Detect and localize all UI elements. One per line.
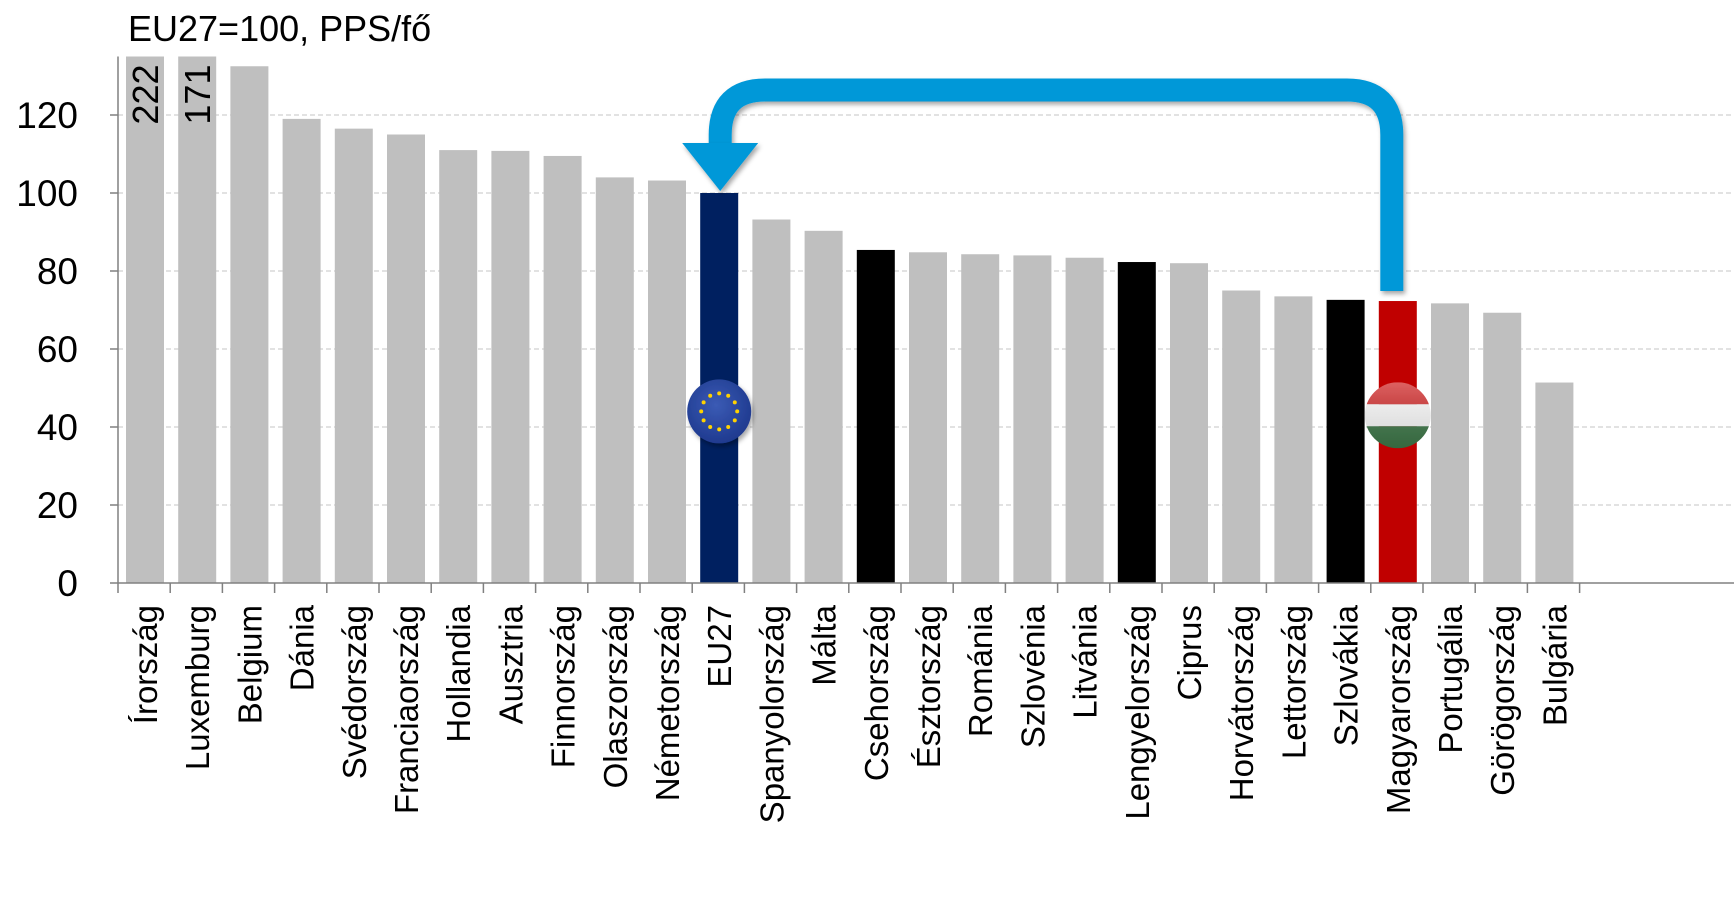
bar-lengyelorszag <box>1117 262 1156 583</box>
x-tick-label-csehorszag: Csehország <box>858 605 895 781</box>
bars <box>126 56 1574 584</box>
bar-malta <box>804 230 843 583</box>
y-tick-label: 100 <box>16 173 78 214</box>
x-tick-label-horvatorszag: Horvátország <box>1223 605 1260 801</box>
x-tick-label-eu27: EU27 <box>701 605 738 688</box>
y-tick-label: 120 <box>16 95 78 136</box>
x-tick-label-hollandia: Hollandia <box>440 604 477 742</box>
x-tick-label-romania: Románia <box>962 604 999 737</box>
hungary-flag-icon <box>1364 382 1431 449</box>
y-tick-label: 20 <box>37 485 78 526</box>
x-tick-label-gorogorszag: Görögország <box>1484 605 1521 796</box>
bar-olaszorszag <box>595 177 634 583</box>
x-tick-label-dania: Dánia <box>284 604 321 691</box>
arrow-head <box>682 143 759 191</box>
bar-ausztria <box>491 150 530 583</box>
x-tick-label-magyarorszag: Magyarország <box>1380 605 1417 814</box>
y-tick-label: 80 <box>37 251 78 292</box>
y-tick-label: 60 <box>37 329 78 370</box>
x-tick-label-franciaorszag: Franciaország <box>388 605 425 814</box>
y-tick-label: 40 <box>37 407 78 448</box>
bar-szlovakia <box>1326 299 1365 583</box>
bar-luxemburg <box>178 56 217 583</box>
x-tick-label-portugalia: Portugália <box>1432 604 1469 753</box>
x-tick-label-malta: Málta <box>806 604 843 685</box>
bar-franciaorszag <box>387 134 425 583</box>
bar-hollandia <box>439 150 478 583</box>
x-tick-label-ciprus: Ciprus <box>1171 605 1208 700</box>
unit-label: EU27=100, PPS/fő <box>128 8 432 49</box>
x-tick-label-ausztria: Ausztria <box>492 604 529 724</box>
bar-csehorszag <box>856 249 895 583</box>
x-tick-label-finnorszag: Finnország <box>545 605 582 768</box>
bar-bulgaria <box>1535 382 1574 583</box>
axes <box>110 56 1734 593</box>
curved-arrow-icon <box>682 78 1404 292</box>
bar-value-labels: 222 171 <box>125 65 218 125</box>
flag-badges <box>687 379 1431 449</box>
x-tick-label-irorszag: Írország <box>127 605 164 724</box>
bar-dania <box>282 118 321 584</box>
x-tick-label-olaszorszag: Olaszország <box>597 605 634 788</box>
bar-nemetorszag <box>648 180 686 583</box>
x-tick-labels: Írország Luxemburg Belgium Dánia Svédország F… <box>127 604 1573 823</box>
x-tick-label-lettorszag: Lettország <box>1275 605 1312 759</box>
bar-litvania <box>1065 257 1104 583</box>
bar-belgium <box>230 66 269 583</box>
bar-value-label: 222 <box>125 65 166 125</box>
eu-flag-icon <box>687 379 752 444</box>
x-tick-label-bulgaria: Bulgária <box>1536 604 1573 726</box>
bar-finnorszag <box>543 155 582 583</box>
bar-lettorszag <box>1274 296 1313 583</box>
bar-ciprus <box>1170 263 1208 583</box>
x-tick-label-spanyolorszag: Spanyolország <box>753 605 790 823</box>
x-tick-label-litvania: Litvánia <box>1067 604 1104 718</box>
x-tick-label-szlovakia: Szlovákia <box>1328 604 1365 746</box>
bar-irorszag <box>126 56 164 583</box>
bar-horvatorszag <box>1222 290 1261 583</box>
y-tick-label: 0 <box>57 563 78 604</box>
bar-esztorszag <box>909 252 947 583</box>
x-tick-label-esztorszag: Észtország <box>910 605 947 768</box>
bar-szlovenia <box>1013 255 1052 583</box>
arrow-shaft <box>708 78 1404 292</box>
x-tick-label-svedorszag: Svédország <box>336 605 373 779</box>
bar-gorogorszag <box>1483 312 1522 583</box>
x-tick-label-luxemburg: Luxemburg <box>179 605 216 770</box>
bar-romania <box>961 254 1000 584</box>
x-tick-label-lengyelorszag: Lengyelország <box>1119 605 1156 820</box>
y-tick-labels: 0 20 40 60 80 100 120 <box>16 95 78 604</box>
bar-spanyolorszag <box>752 219 791 583</box>
bar-portugalia <box>1431 303 1469 583</box>
x-tick-label-belgium: Belgium <box>231 605 268 724</box>
bar-value-label: 171 <box>177 65 218 125</box>
x-tick-label-nemetorszag: Németország <box>649 605 686 801</box>
x-tick-label-szlovenia: Szlovénia <box>1014 604 1051 748</box>
bar-svedorszag <box>334 128 373 583</box>
